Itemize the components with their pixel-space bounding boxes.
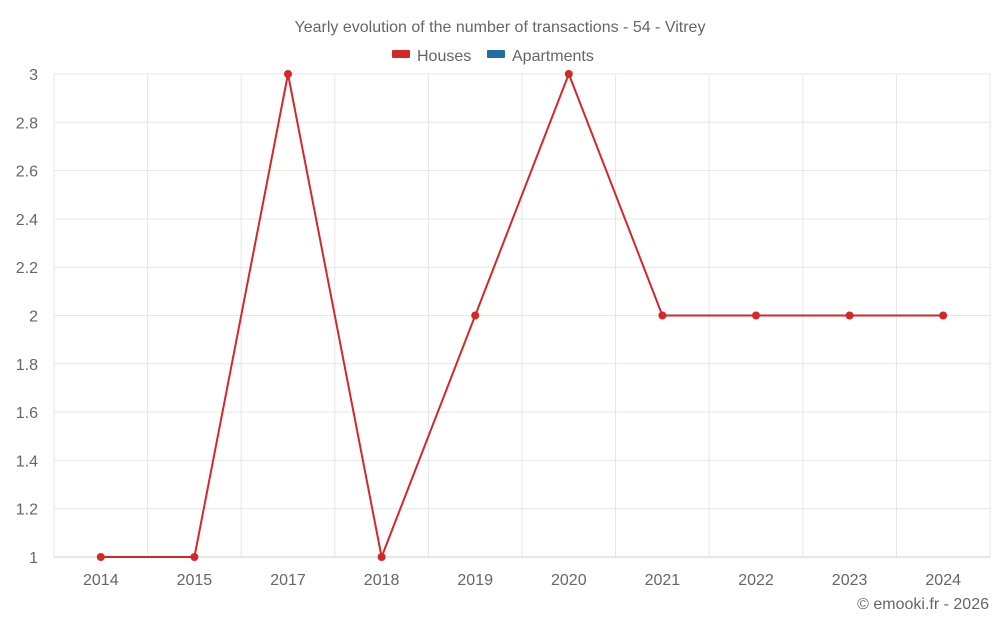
data-point-houses-2021[interactable]: [658, 311, 667, 320]
data-point-houses-2019[interactable]: [471, 311, 480, 320]
legend[interactable]: Houses Apartments: [392, 48, 594, 65]
legend-swatch-apartments: [487, 50, 505, 58]
x-tick-label: 2023: [832, 572, 868, 589]
y-tick-label: 2.4: [16, 212, 38, 229]
y-tick-label: 1.6: [16, 405, 38, 422]
y-tick-label: 1.8: [16, 357, 38, 374]
y-tick-label: 2: [29, 309, 38, 326]
data-point-houses-2022[interactable]: [752, 311, 760, 320]
data-point-houses-2014[interactable]: [96, 553, 105, 561]
y-tick-label: 2.6: [16, 164, 38, 181]
x-tick-label: 2020: [551, 572, 587, 589]
x-tick-label: 2014: [83, 572, 119, 589]
data-point-houses-2020[interactable]: [564, 70, 573, 78]
x-tick-label: 2024: [925, 572, 961, 589]
x-tick-label: 2019: [457, 572, 493, 589]
legend-item-houses[interactable]: Houses: [392, 48, 471, 65]
chart-title: Yearly evolution of the number of transa…: [295, 19, 706, 36]
data-point-houses-2024[interactable]: [939, 311, 948, 320]
data-point-houses-2018[interactable]: [377, 553, 386, 561]
legend-label-apartments: Apartments: [512, 48, 594, 65]
y-tick-label: 3: [29, 67, 38, 84]
y-tick-label: 1: [29, 550, 38, 567]
y-tick-label: 2.2: [16, 260, 38, 277]
y-tick-label: 2.8: [16, 115, 38, 132]
y-tick-label: 1.2: [16, 502, 38, 519]
x-tick-label: 2015: [177, 572, 213, 589]
legend-item-apartments[interactable]: Apartments: [487, 48, 594, 65]
data-point-houses-2015[interactable]: [190, 553, 199, 561]
series-line-houses: [100, 73, 944, 558]
data-point-houses-2017[interactable]: [284, 70, 292, 78]
x-tick-label: 2021: [645, 572, 681, 589]
x-tick-label: 2018: [364, 572, 400, 589]
tick-labels: 1 1.2 1.4 1.6 1.8 2 2.2 2.4 2.6 2.8 3 2014 2015 2017 2…: [16, 67, 961, 589]
x-tick-label: 2022: [738, 572, 774, 589]
credit-text: © emooki.fr - 2026: [857, 596, 989, 613]
legend-swatch-houses: [392, 50, 410, 58]
series: [96, 70, 948, 561]
y-tick-label: 1.4: [16, 453, 38, 470]
data-point-houses-2023[interactable]: [845, 311, 854, 320]
x-tick-label: 2017: [270, 572, 306, 589]
legend-label-houses: Houses: [417, 48, 471, 65]
